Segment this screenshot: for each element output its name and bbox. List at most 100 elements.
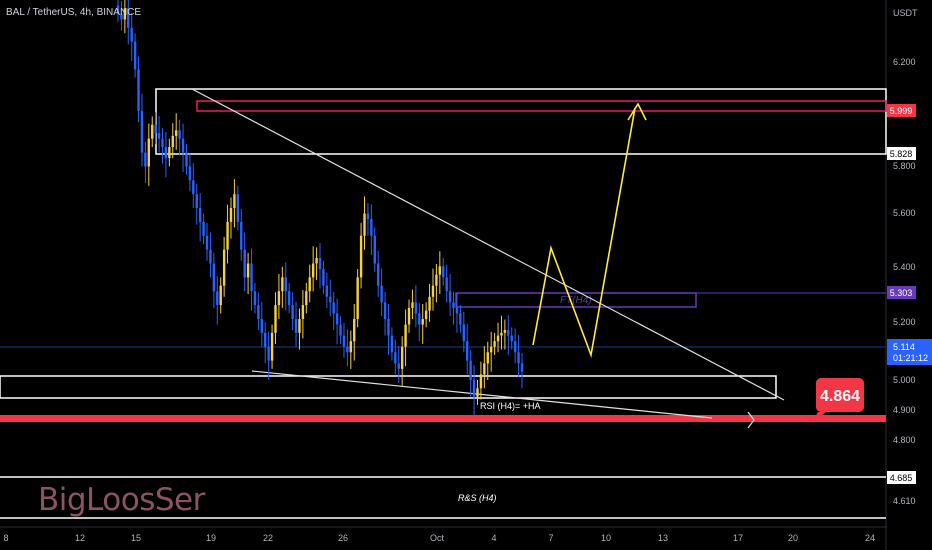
candle-body (431, 285, 435, 297)
candle-body (192, 180, 195, 195)
candle-body (116, 5, 120, 14)
candle-body (144, 152, 147, 167)
time-tick-label: Oct (430, 533, 445, 543)
time-tick-label: 22 (263, 533, 273, 543)
candle-body (311, 263, 315, 278)
time-tick-label: 12 (75, 533, 85, 543)
badge-last-text: 5.114 (893, 342, 915, 352)
chevron-right-icon (747, 411, 755, 429)
candle-body (260, 318, 263, 333)
candle-body (496, 335, 500, 342)
badge-5999 (887, 104, 916, 117)
candle-body (294, 318, 298, 333)
candle-body (198, 208, 202, 222)
candle-body (520, 363, 524, 372)
candle-body (380, 285, 383, 303)
candle-body (264, 332, 267, 347)
candle-body (123, 8, 127, 20)
candle-body (219, 285, 222, 306)
candle-body (339, 324, 342, 336)
price-tick-label: 4.900 (893, 405, 916, 415)
lower-trendline (251, 370, 713, 419)
candle-body (476, 388, 479, 397)
supply-zone-box (155, 88, 887, 155)
candle-body (315, 257, 318, 264)
candle-body (349, 341, 353, 353)
candle-body (175, 130, 178, 136)
candle-body (507, 330, 510, 336)
badge-5828 (887, 147, 916, 160)
rs-annotation: R&S (H4) (458, 493, 497, 503)
candle-body (517, 352, 520, 364)
candle-body (140, 110, 144, 153)
candle-body (394, 352, 397, 364)
candle-body (500, 332, 503, 336)
candle-body (151, 124, 154, 139)
candle-body (308, 277, 311, 292)
candle-body (462, 324, 465, 342)
time-tick-label: 26 (338, 533, 348, 543)
forecast-path (532, 107, 636, 359)
candle-body (181, 138, 185, 153)
upper-trendline (191, 88, 785, 401)
candle-body (202, 221, 205, 236)
time-tick-label: 4 (491, 533, 496, 543)
candle-body (161, 138, 164, 148)
demand-zone-box (0, 375, 777, 399)
candle-body (387, 318, 390, 336)
candle-body (503, 330, 507, 333)
badge-5999-text: 5.999 (890, 106, 913, 116)
candle-body (284, 277, 287, 292)
candle-body (157, 133, 161, 139)
time-tick-label: 19 (206, 533, 216, 543)
candle-body (469, 360, 472, 380)
target-zone-box (196, 100, 887, 112)
price-tick-label: 5.400 (893, 262, 916, 272)
candle-body (236, 194, 240, 222)
candle-body (363, 213, 366, 236)
candle-body (414, 302, 418, 314)
candle-body (229, 208, 233, 222)
candle-body (137, 69, 140, 111)
candle-body (240, 221, 243, 250)
candle-body (459, 313, 462, 325)
candle-body (277, 291, 281, 306)
candle-body (274, 305, 277, 333)
candle-body (346, 346, 349, 353)
price-tick-label: 5.000 (893, 375, 916, 385)
candle-body (127, 8, 130, 28)
time-tick-label: 13 (658, 533, 668, 543)
price-tick-label: 4.610 (893, 496, 916, 506)
price-tick-label: 4.800 (893, 435, 916, 445)
candle-body (390, 335, 394, 353)
candle-body (171, 135, 174, 148)
candle-body (366, 213, 370, 220)
candle-body (383, 302, 387, 319)
candle-body (489, 346, 493, 353)
price-tick-label: 6.200 (893, 57, 916, 67)
price-tick-label: 5.200 (893, 317, 916, 327)
candle-body (281, 277, 284, 292)
candle-body (120, 13, 123, 20)
forecast-arrowhead-icon (627, 102, 647, 121)
candle-body (411, 302, 414, 308)
target-callout (816, 378, 864, 412)
candle-body (359, 235, 363, 278)
candle-body (418, 313, 421, 325)
candle-body (356, 277, 359, 319)
badge-4685 (887, 471, 916, 484)
candle-body (298, 318, 301, 333)
candle-body (448, 291, 452, 303)
candle-body (452, 302, 455, 308)
candle-body (438, 266, 442, 275)
candle-body (479, 374, 483, 389)
candle-body (486, 352, 489, 364)
candle-body (353, 318, 356, 342)
candle-body (270, 332, 274, 361)
candle-body (373, 235, 376, 264)
candle-body (472, 379, 476, 397)
candle-body (404, 324, 407, 347)
candle-body (185, 152, 188, 167)
candle-body (301, 305, 305, 319)
